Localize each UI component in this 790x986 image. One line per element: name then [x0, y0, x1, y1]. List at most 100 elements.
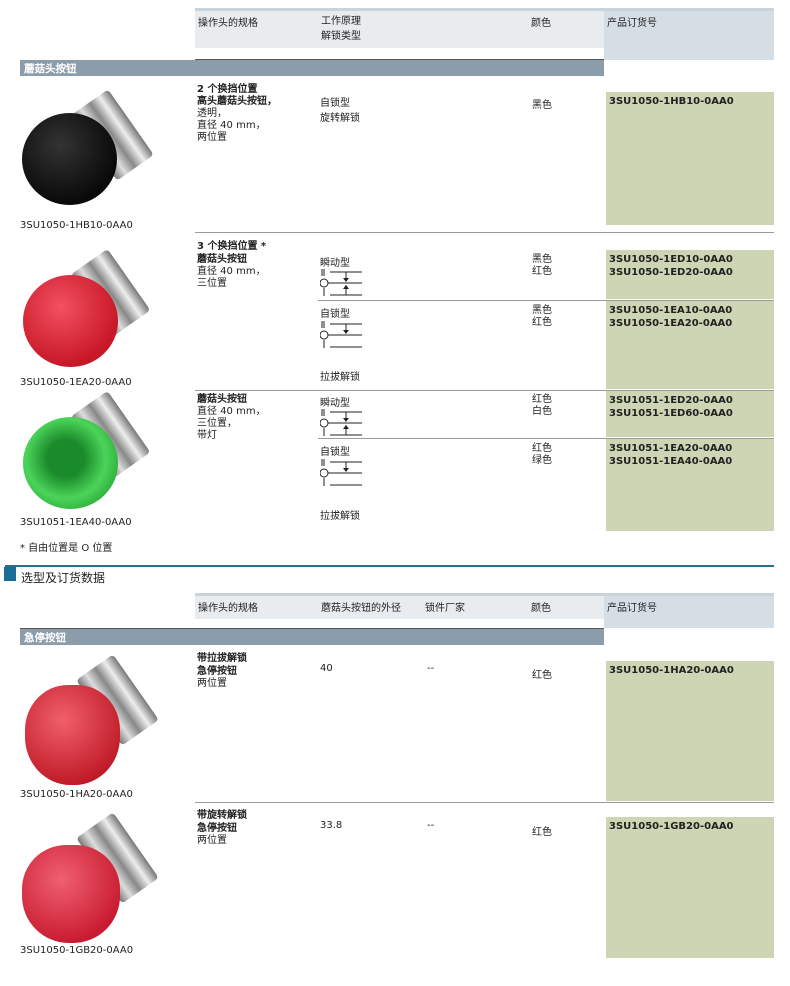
header-text: 工作原理 — [321, 16, 361, 27]
order-number[interactable]: 3SU1050-1HA20-0AA0 — [609, 665, 734, 676]
lock-value: -- — [427, 663, 435, 674]
order-number-cell[interactable]: 3SU1050-1HA20-0AA0 — [606, 661, 774, 801]
color-text: 黑色 — [532, 100, 552, 111]
order-number[interactable]: 3SU1051-1ED60-0AA0 — [609, 408, 733, 419]
unlock-text: 旋转解锁 — [320, 113, 360, 124]
product-image-black-mushroom — [20, 85, 154, 215]
spec-bold: 急停按钮 — [197, 666, 237, 677]
spec-text: 高头蘑菇头按钮， 透明， 直径 40 mm， 两位置 — [197, 96, 277, 144]
order-number[interactable]: 3SU1050-1EA10-0AA0 — [609, 305, 733, 316]
order-number-cell[interactable]: 3SU1050-1GB20-0AA0 — [606, 817, 774, 958]
spec-text: 急停按钮 两位置 — [197, 666, 237, 690]
product-image-emergency-stop — [20, 654, 159, 790]
color-list: 红色 白色 — [532, 394, 552, 418]
spec-bold: 急停按钮 — [197, 823, 237, 834]
col-header-color: 颜色 — [528, 11, 604, 48]
image-caption: 3SU1050-1EA20-0AA0 — [20, 377, 132, 388]
spec-line: 直径 40 mm， — [197, 120, 266, 131]
header-text: 产品订货号 — [607, 18, 657, 29]
order-number-cell[interactable]: 3SU1051-1ED20-0AA0 3SU1051-1ED60-0AA0 — [606, 391, 774, 437]
principle-text: 自锁型 — [320, 98, 350, 109]
order-number[interactable]: 3SU1051-1ED20-0AA0 — [609, 395, 733, 406]
order-number[interactable]: 3SU1050-1EA20-0AA0 — [609, 318, 733, 329]
header-text: 操作头的规格 — [198, 18, 258, 29]
spec-line: 透明， — [197, 108, 227, 119]
spec-bold: 高头蘑菇头按钮， — [197, 96, 277, 107]
image-caption: 3SU1050-1HB10-0AA0 — [20, 220, 133, 231]
col-header-spec: 操作头的规格 — [195, 11, 318, 48]
section-bar: 蘑菇头按钮 — [20, 60, 604, 76]
color-text: 红色 — [532, 394, 552, 405]
image-caption: 3SU1050-1GB20-0AA0 — [20, 945, 134, 956]
col-header-spec: 操作头的规格 — [195, 596, 318, 619]
section-marker — [4, 567, 16, 581]
section-rule — [5, 565, 774, 567]
order-number[interactable]: 3SU1050-1HB10-0AA0 — [609, 96, 734, 107]
group-title: 2 个换挡位置 — [197, 84, 258, 95]
header-text: 颜色 — [531, 18, 551, 29]
header-text: 颜色 — [531, 603, 551, 614]
color-text: 黑色 — [532, 254, 552, 265]
order-number[interactable]: 3SU1051-1EA20-0AA0 — [609, 443, 733, 454]
color-text: 黑色 — [532, 305, 552, 316]
group-title: 3 个换挡位置 * — [197, 241, 267, 252]
momentary-switch-symbol-icon — [320, 409, 362, 436]
col-header-color: 颜色 — [528, 596, 604, 619]
spec-bold: 蘑菇头按钮 — [197, 394, 247, 405]
header-text: 操作头的规格 — [198, 603, 258, 614]
row-title: 带旋转解锁 — [197, 810, 247, 821]
order-number[interactable]: 3SU1051-1EA40-0AA0 — [609, 456, 733, 467]
spec-text: 蘑菇头按钮 直径 40 mm， 三位置 — [197, 254, 266, 290]
spec-line: 直径 40 mm， — [197, 266, 266, 277]
diameter-value: 40 — [320, 663, 333, 674]
color-text: 红色 — [532, 266, 552, 277]
section-title: 选型及订货数据 — [21, 571, 106, 585]
col-header-order: 产品订货号 — [604, 596, 774, 628]
color-text: 红色 — [532, 670, 552, 681]
color-text: 红色 — [532, 827, 552, 838]
order-number-cell[interactable]: 3SU1050-1HB10-0AA0 — [606, 92, 774, 225]
momentary-switch-symbol-icon — [320, 269, 362, 296]
spec-bold: 蘑菇头按钮 — [197, 254, 247, 265]
order-number-cell[interactable]: 3SU1050-1EA10-0AA0 3SU1050-1EA20-0AA0 — [606, 301, 774, 389]
principle: 自锁型 旋转解锁 — [320, 96, 360, 126]
row-divider — [195, 802, 774, 803]
product-image-red-mushroom — [20, 248, 151, 375]
image-caption: 3SU1051-1EA40-0AA0 — [20, 517, 132, 528]
divider — [195, 59, 604, 60]
latching-switch-symbol-icon — [320, 459, 362, 486]
principle-text: 自锁型 — [320, 309, 350, 320]
order-number-cell[interactable]: 3SU1050-1ED10-0AA0 3SU1050-1ED20-0AA0 — [606, 250, 774, 299]
spec-line: 三位置， — [197, 418, 237, 429]
principle-text: 瞬动型 — [320, 398, 350, 409]
spec-line: 直径 40 mm， — [197, 406, 266, 417]
latching-switch-symbol-icon — [320, 321, 362, 348]
color-text: 红色 — [532, 317, 552, 328]
header-top-bar — [195, 593, 774, 596]
color-text: 红色 — [532, 443, 552, 454]
header-text: 解锁类型 — [321, 31, 361, 42]
header-text: 蘑菇头按钮的外径 — [321, 603, 401, 614]
order-number[interactable]: 3SU1050-1GB20-0AA0 — [609, 821, 734, 832]
order-number[interactable]: 3SU1050-1ED10-0AA0 — [609, 254, 733, 265]
order-number[interactable]: 3SU1050-1ED20-0AA0 — [609, 267, 733, 278]
color-list: 黑色 红色 — [532, 254, 552, 278]
principle-text: 自锁型 — [320, 447, 350, 458]
spec-text: 急停按钮 两位置 — [197, 823, 237, 847]
col-header-principle: 工作原理 解锁类型 — [318, 11, 528, 48]
spec-line: 两位置 — [197, 835, 227, 846]
col-header-lock: 锁件厂家 — [422, 596, 528, 619]
header-top-bar — [195, 8, 774, 11]
product-image-emergency-stop-rotary — [20, 812, 159, 945]
order-number-cell[interactable]: 3SU1051-1EA20-0AA0 3SU1051-1EA40-0AA0 — [606, 439, 774, 531]
footnote: * 自由位置是 O 位置 — [20, 543, 113, 554]
product-image-green-illuminated-mushroom — [20, 390, 151, 517]
col-header-diameter: 蘑菇头按钮的外径 — [318, 596, 422, 619]
section-bar: 急停按钮 — [20, 629, 604, 645]
spec-line: 带灯 — [197, 430, 217, 441]
spec-text: 蘑菇头按钮 直径 40 mm， 三位置， 带灯 — [197, 394, 266, 442]
unlock-text: 拉拔解锁 — [320, 511, 360, 522]
header-text: 锁件厂家 — [425, 603, 465, 614]
divider — [20, 628, 604, 629]
unlock-text: 拉拔解锁 — [320, 372, 360, 383]
